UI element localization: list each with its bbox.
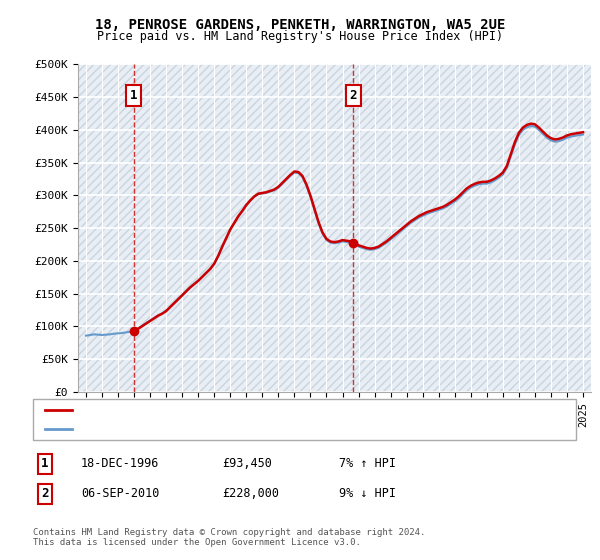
Text: 9% ↓ HPI: 9% ↓ HPI: [339, 487, 396, 501]
Text: 1: 1: [130, 89, 137, 102]
Text: 18-DEC-1996: 18-DEC-1996: [81, 457, 160, 470]
Text: Contains HM Land Registry data © Crown copyright and database right 2024.
This d: Contains HM Land Registry data © Crown c…: [33, 528, 425, 547]
Text: 18, PENROSE GARDENS, PENKETH, WARRINGTON, WA5 2UE (detached house): 18, PENROSE GARDENS, PENKETH, WARRINGTON…: [78, 405, 491, 415]
Text: 1: 1: [41, 457, 49, 470]
Text: 18, PENROSE GARDENS, PENKETH, WARRINGTON, WA5 2UE: 18, PENROSE GARDENS, PENKETH, WARRINGTON…: [95, 18, 505, 32]
Text: Price paid vs. HM Land Registry's House Price Index (HPI): Price paid vs. HM Land Registry's House …: [97, 30, 503, 43]
Text: 2: 2: [350, 89, 357, 102]
Text: HPI: Average price, detached house, Warrington: HPI: Average price, detached house, Warr…: [78, 423, 365, 433]
Text: £93,450: £93,450: [222, 457, 272, 470]
Text: 7% ↑ HPI: 7% ↑ HPI: [339, 457, 396, 470]
Text: 06-SEP-2010: 06-SEP-2010: [81, 487, 160, 501]
Text: £228,000: £228,000: [222, 487, 279, 501]
Text: 2: 2: [41, 487, 49, 501]
